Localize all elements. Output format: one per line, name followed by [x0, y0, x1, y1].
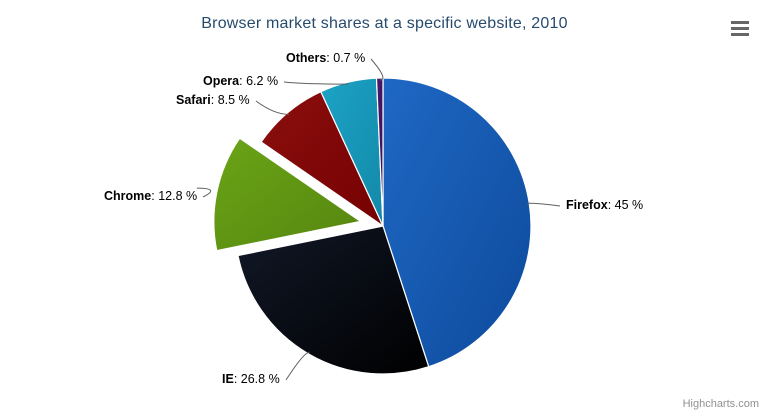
- hamburger-bar-3: [731, 32, 749, 36]
- pie-label-value: 26.8 %: [240, 372, 280, 386]
- pie-label-value: 12.8 %: [158, 189, 198, 203]
- pie-connector-opera: [283, 81, 349, 85]
- pie-label-name: Opera: [203, 74, 240, 88]
- pie-label-separator: :: [326, 51, 334, 65]
- pie-connector-others: [370, 58, 384, 81]
- pie-label-separator: :: [151, 189, 159, 203]
- pie-slices-group[interactable]: [212, 77, 532, 375]
- pie-label-chrome: Chrome: 12.8 %: [104, 189, 197, 203]
- pie-label-firefox: Firefox: 45 %: [566, 198, 643, 212]
- pie-label-opera: Opera: 6.2 %: [203, 74, 278, 88]
- pie-label-others: Others: 0.7 %: [286, 51, 365, 65]
- pie-slice-chrome[interactable]: [212, 136, 364, 253]
- chart-title: Browser market shares at a specific webs…: [201, 15, 568, 32]
- pie-label-separator: :: [210, 93, 218, 107]
- pie-label-name: Chrome: [104, 189, 152, 203]
- pie-label-separator: :: [233, 372, 241, 386]
- pie-label-separator: :: [239, 74, 247, 88]
- pie-label-value: 45 %: [614, 198, 644, 212]
- pie-label-name: Others: [286, 51, 327, 65]
- pie-connector-safari: [255, 100, 289, 115]
- hamburger-bar-1: [731, 20, 749, 24]
- pie-connector-chrome: [196, 187, 212, 198]
- pie-connector-ie: [285, 351, 310, 381]
- pie-label-separator: :: [607, 198, 615, 212]
- pie-label-name: IE: [222, 372, 234, 386]
- highcharts-credits[interactable]: Highcharts.com: [682, 398, 759, 410]
- pie-connector-firefox: [527, 202, 561, 207]
- pie-label-value: 6.2 %: [246, 74, 279, 88]
- pie-label-value: 8.5 %: [217, 93, 250, 107]
- pie-label-name: Safari: [176, 93, 211, 107]
- hamburger-bar-2: [731, 26, 749, 30]
- pie-label-value: 0.7 %: [333, 51, 366, 65]
- pie-label-name: Firefox: [566, 198, 608, 212]
- hamburger-menu-icon[interactable]: [728, 17, 752, 39]
- pie-slice-ie[interactable]: [237, 225, 430, 375]
- pie-label-ie: IE: 26.8 %: [222, 372, 280, 386]
- pie-connector-lines-group: [196, 58, 561, 381]
- pie-label-safari: Safari: 8.5 %: [176, 93, 250, 107]
